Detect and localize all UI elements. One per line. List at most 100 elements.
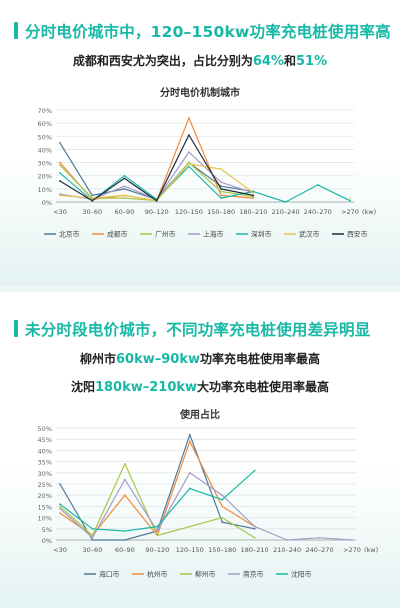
data-point <box>123 530 126 532</box>
data-point <box>59 172 61 174</box>
series-line-5 <box>59 165 351 203</box>
x-tick-label: >270 <box>341 208 359 216</box>
subtitle-line: 成都和西安尤为突出，占比分别为64%和51% <box>0 52 400 69</box>
data-point <box>351 539 353 541</box>
data-point <box>59 161 61 164</box>
data-point <box>286 539 289 541</box>
data-point <box>123 194 126 197</box>
subtitle-text: 和 <box>284 54 297 68</box>
data-point <box>123 177 126 180</box>
y-tick-label: 20% <box>38 492 52 500</box>
legend-label: 北京市 <box>59 230 80 239</box>
y-tick-label: 40% <box>38 146 52 154</box>
data-point <box>349 197 351 199</box>
data-point <box>187 162 190 165</box>
data-point <box>59 503 61 506</box>
subtitle-line: 沈阳180kw–210kw大功率充电桩使用率最高 <box>0 378 400 395</box>
x-tick-label: >270 <box>343 546 361 554</box>
x-tick-label: 210–240 <box>273 546 301 554</box>
data-point <box>221 516 224 519</box>
data-point <box>155 199 158 202</box>
chart-title: 分时电价机制城市 <box>160 88 240 99</box>
x-tick-label: 150–180 <box>208 546 236 554</box>
legend-label: 广州市 <box>155 230 176 239</box>
section-title-time-of-use: 分时电价城市中，120–150kw功率充电桩使用率高 <box>14 20 391 42</box>
y-tick-label: 0% <box>42 537 52 545</box>
data-point <box>221 494 224 497</box>
data-point <box>187 116 190 119</box>
y-tick-label: 10% <box>38 186 52 194</box>
x-tick-label: 30–60 <box>82 208 102 216</box>
legend-label: 南京市 <box>243 570 264 579</box>
section-divider <box>0 286 400 292</box>
data-point <box>91 527 94 530</box>
data-point <box>91 197 94 199</box>
data-point <box>188 487 191 490</box>
data-point <box>59 180 61 182</box>
subtitle-text: 沈阳 <box>70 380 95 394</box>
y-tick-label: 5% <box>42 526 52 534</box>
x-tick-label: 240–270 <box>306 546 334 554</box>
subtitle-text: 功率充电桩使用率最高 <box>200 352 321 366</box>
data-point <box>220 197 223 199</box>
title-accent-bar <box>14 22 18 39</box>
y-tick-label: 0% <box>42 199 52 207</box>
y-tick-label: 25% <box>38 481 52 489</box>
x-axis-unit: (kw) <box>362 208 376 216</box>
section-title-no-time-of-use: 未分时段电价城市，不同功率充电桩使用差异明显 <box>14 318 370 340</box>
y-tick-label: 30% <box>38 470 52 478</box>
data-point <box>221 521 224 523</box>
data-point <box>220 181 223 184</box>
y-tick-label: 20% <box>38 173 52 181</box>
data-point <box>318 536 321 539</box>
subtitle-text: 大功率充电桩使用率最高 <box>197 380 330 394</box>
data-point <box>188 440 191 443</box>
x-tick-label: 210–240 <box>272 208 300 216</box>
legend-label: 成都市 <box>107 230 128 239</box>
data-point <box>91 199 94 202</box>
data-point <box>220 190 223 193</box>
y-tick-label: 50% <box>38 425 52 433</box>
data-point <box>123 462 126 465</box>
data-point <box>123 539 126 541</box>
series-line-5 <box>59 470 256 532</box>
data-point <box>220 168 223 171</box>
legend-label: 沈阳市 <box>291 570 312 579</box>
subtitle-highlight: 60kw–90kw <box>116 352 200 367</box>
x-tick-label: 240–270 <box>304 208 332 216</box>
x-tick-label: 90–120 <box>145 208 169 216</box>
series-line-2 <box>59 440 256 537</box>
data-point <box>59 194 61 197</box>
data-point <box>187 151 190 153</box>
x-tick-label: 180–210 <box>241 546 269 554</box>
data-point <box>187 161 190 164</box>
data-point <box>59 193 61 196</box>
y-tick-label: 45% <box>38 436 52 444</box>
data-point <box>59 483 61 485</box>
data-point <box>349 199 351 202</box>
legend-label: 上海市 <box>203 230 224 239</box>
data-point <box>252 190 255 193</box>
data-point <box>91 539 94 541</box>
panel-no-time-of-use-cities: 未分时段电价城市，不同功率充电桩使用差异明显 柳州市60kw–90kw功率充电桩… <box>0 292 400 608</box>
legend-label: 深圳市 <box>251 230 272 239</box>
data-point <box>123 187 126 190</box>
x-tick-label: 60–90 <box>115 546 135 554</box>
title-accent-bar <box>14 320 18 337</box>
subtitle-highlight: 64% <box>252 54 284 69</box>
y-tick-label: 40% <box>38 447 52 455</box>
y-tick-label: 10% <box>38 515 52 523</box>
legend-label: 武汉市 <box>299 230 320 239</box>
data-point <box>284 201 287 203</box>
data-point <box>253 525 256 528</box>
y-tick-label: 70% <box>38 107 52 115</box>
x-tick-label: <30 <box>53 546 67 554</box>
section-title-text: 分时电价城市中，120–150kw功率充电桩使用率高 <box>25 23 391 41</box>
x-tick-label: 120–150 <box>175 208 203 216</box>
y-tick-label: 50% <box>38 133 52 141</box>
line-chart-no-time-of-use: 0% 5% 10% 15% 20% 25% 30% 35% 40% 45% 50% <30 30–60 6… <box>38 425 379 579</box>
x-tick-label: 120–150 <box>176 546 204 554</box>
data-point <box>252 194 255 197</box>
data-point <box>156 534 159 537</box>
